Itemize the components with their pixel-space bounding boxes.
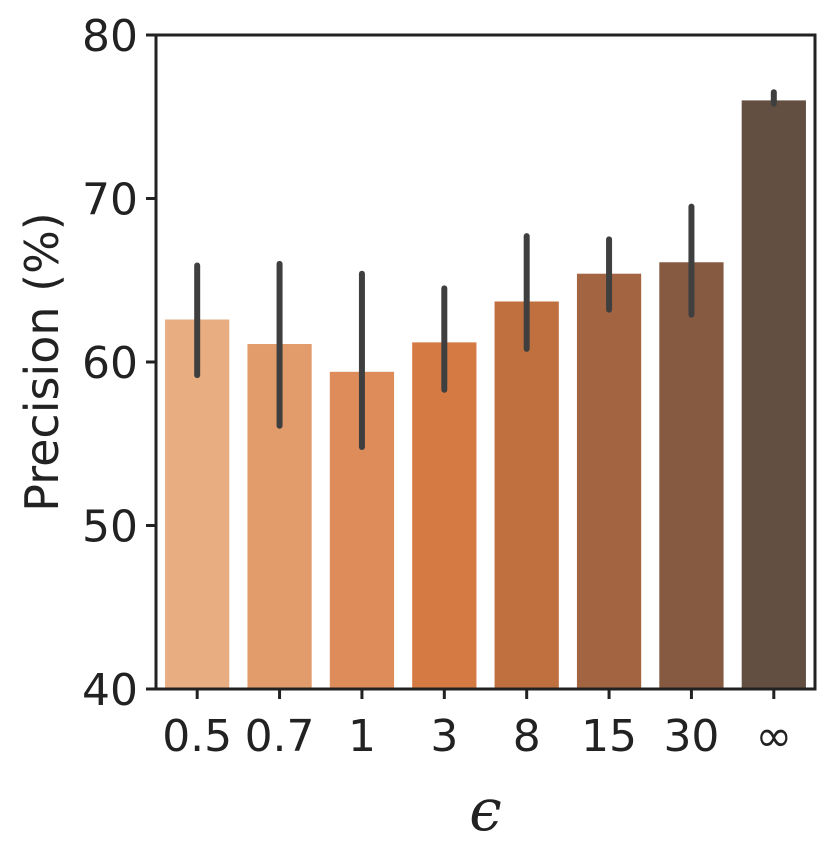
bar-3 bbox=[412, 342, 477, 689]
y-tick-label-4: 80 bbox=[82, 11, 138, 62]
y-tick-label-0: 40 bbox=[82, 665, 138, 716]
y-tick-label-3: 70 bbox=[82, 175, 138, 226]
y-tick-label-1: 50 bbox=[82, 502, 138, 553]
y-axis-label: Precision (%) bbox=[15, 212, 69, 511]
x-tick-label-7: ∞ bbox=[755, 711, 792, 762]
bar-4 bbox=[494, 301, 559, 689]
x-tick-label-1: 0.7 bbox=[245, 711, 315, 762]
x-tick-label-2: 1 bbox=[348, 711, 376, 762]
x-tick-label-5: 15 bbox=[581, 711, 637, 762]
y-axis-ticks: 40 50 60 70 80 bbox=[82, 11, 156, 716]
x-tick-label-4: 8 bbox=[513, 711, 541, 762]
x-axis-ticks: 0.5 0.7 1 3 8 15 30 ∞ bbox=[162, 689, 792, 762]
x-axis-label: ϵ bbox=[469, 776, 501, 844]
y-tick-label-2: 60 bbox=[82, 338, 138, 389]
bar-0 bbox=[165, 319, 230, 689]
bar-6 bbox=[659, 262, 724, 689]
bar-5 bbox=[576, 273, 642, 689]
bars-layer bbox=[165, 100, 806, 689]
x-tick-label-0: 0.5 bbox=[162, 711, 232, 762]
x-tick-label-6: 30 bbox=[663, 711, 719, 762]
bar-7 bbox=[741, 100, 806, 689]
x-tick-label-3: 3 bbox=[430, 711, 458, 762]
errorbars-layer bbox=[194, 89, 777, 451]
